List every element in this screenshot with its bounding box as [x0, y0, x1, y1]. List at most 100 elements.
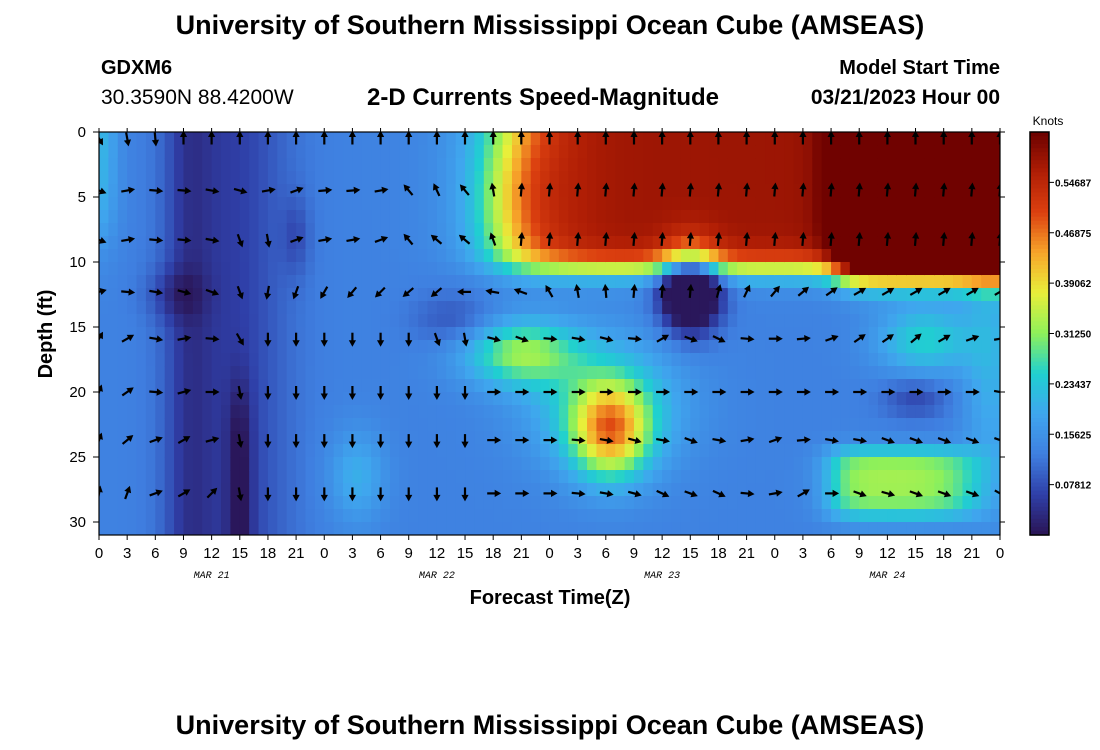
colorbar-band — [1030, 337, 1049, 343]
heatmap-cell — [108, 145, 119, 159]
current-arrow — [599, 490, 614, 498]
heatmap-cell — [662, 145, 673, 159]
heatmap-cell — [737, 301, 748, 315]
heatmap-cell — [230, 223, 241, 237]
heatmap-cell — [924, 223, 935, 237]
heatmap-cell — [840, 288, 851, 302]
heatmap-cell — [267, 392, 278, 406]
heatmap-cell — [389, 301, 400, 315]
heatmap-cell — [549, 262, 560, 276]
heatmap-cell — [605, 457, 616, 471]
heatmap-cell — [868, 132, 879, 146]
heatmap-cell — [502, 171, 513, 185]
heatmap-cell — [868, 379, 879, 393]
heatmap-cell — [540, 314, 551, 328]
heatmap-cell — [793, 210, 804, 224]
current-arrow — [515, 489, 530, 497]
y-axis-label: Depth (ft) — [35, 290, 57, 379]
heatmap-cell — [277, 314, 288, 328]
heatmap-cell — [277, 470, 288, 484]
heatmap-cell — [389, 418, 400, 432]
heatmap-cell — [164, 197, 175, 211]
colorbar-band — [1030, 377, 1049, 383]
current-arrow — [374, 286, 386, 298]
current-arrow — [545, 284, 554, 298]
heatmap-cell — [249, 470, 260, 484]
heatmap-cell — [652, 327, 663, 341]
heatmap-cell — [971, 314, 982, 328]
heatmap-cell — [643, 210, 654, 224]
heatmap-cell — [465, 249, 476, 263]
heatmap-cell — [737, 197, 748, 211]
heatmap-cell — [127, 132, 138, 146]
heatmap-cell — [408, 405, 419, 419]
heatmap-cell — [690, 314, 701, 328]
colorbar-band — [1030, 260, 1049, 266]
heatmap-cell — [483, 132, 494, 146]
current-arrow — [799, 182, 807, 197]
heatmap-cell — [793, 301, 804, 315]
heatmap-cell — [699, 132, 710, 146]
heatmap-cell — [267, 522, 278, 535]
current-arrow — [571, 388, 586, 396]
current-arrow — [825, 388, 840, 396]
heatmap-cell — [718, 145, 729, 159]
heatmap-cell — [699, 340, 710, 354]
heatmap-cell — [333, 249, 344, 263]
heatmap-cell — [680, 158, 691, 172]
heatmap-cell — [333, 327, 344, 341]
heatmap-cell — [352, 145, 363, 159]
heatmap-cell — [474, 158, 485, 172]
heatmap-cell — [577, 236, 588, 250]
heatmap-cell — [296, 444, 307, 458]
heatmap-cell — [577, 366, 588, 380]
heatmap-cell — [296, 314, 307, 328]
current-arrow — [686, 132, 694, 145]
colorbar-band — [1030, 172, 1049, 177]
x-tick-label: 18 — [485, 545, 502, 562]
heatmap-cell — [277, 431, 288, 445]
heatmap-cell — [718, 418, 729, 432]
heatmap-cell — [915, 457, 926, 471]
current-arrow — [264, 285, 272, 300]
heatmap-cell — [821, 353, 832, 367]
heatmap-cell — [371, 366, 382, 380]
heatmap-cell — [981, 184, 992, 198]
heatmap-cell — [906, 327, 917, 341]
heatmap-cell — [380, 171, 391, 185]
heatmap-cell — [211, 171, 222, 185]
heatmap-cell — [127, 158, 138, 172]
heatmap-cell — [502, 249, 513, 263]
colorbar-tick-label: 0.46875 — [1055, 229, 1092, 240]
heatmap-cell — [877, 418, 888, 432]
current-arrow — [346, 236, 361, 244]
heatmap-cell — [737, 158, 748, 172]
heatmap-cell — [474, 496, 485, 510]
heatmap-cell — [211, 145, 222, 159]
heatmap-cell — [202, 353, 213, 367]
heatmap-cell — [943, 418, 954, 432]
heatmap-cell — [183, 496, 194, 510]
heatmap-cell — [465, 158, 476, 172]
colorbar-band — [1030, 466, 1049, 472]
heatmap-cell — [108, 210, 119, 224]
heatmap-cell — [230, 509, 241, 523]
heatmap-cell — [192, 288, 203, 302]
heatmap-cell — [981, 340, 992, 354]
heatmap-cell — [192, 418, 203, 432]
heatmap-cell — [521, 405, 532, 419]
heatmap-cell — [267, 197, 278, 211]
heatmap-cell — [577, 379, 588, 393]
current-arrow — [602, 231, 610, 246]
heatmap-cell — [296, 327, 307, 341]
current-arrow — [712, 436, 727, 444]
heatmap-cell — [418, 223, 429, 237]
heatmap-cell — [709, 379, 720, 393]
heatmap-cell — [305, 223, 316, 237]
heatmap-cell — [305, 483, 316, 497]
heatmap-cell — [474, 366, 485, 380]
current-arrow — [825, 489, 840, 497]
x-tick-label: 18 — [710, 545, 727, 562]
heatmap-cell — [108, 275, 119, 289]
heatmap-cell — [690, 210, 701, 224]
